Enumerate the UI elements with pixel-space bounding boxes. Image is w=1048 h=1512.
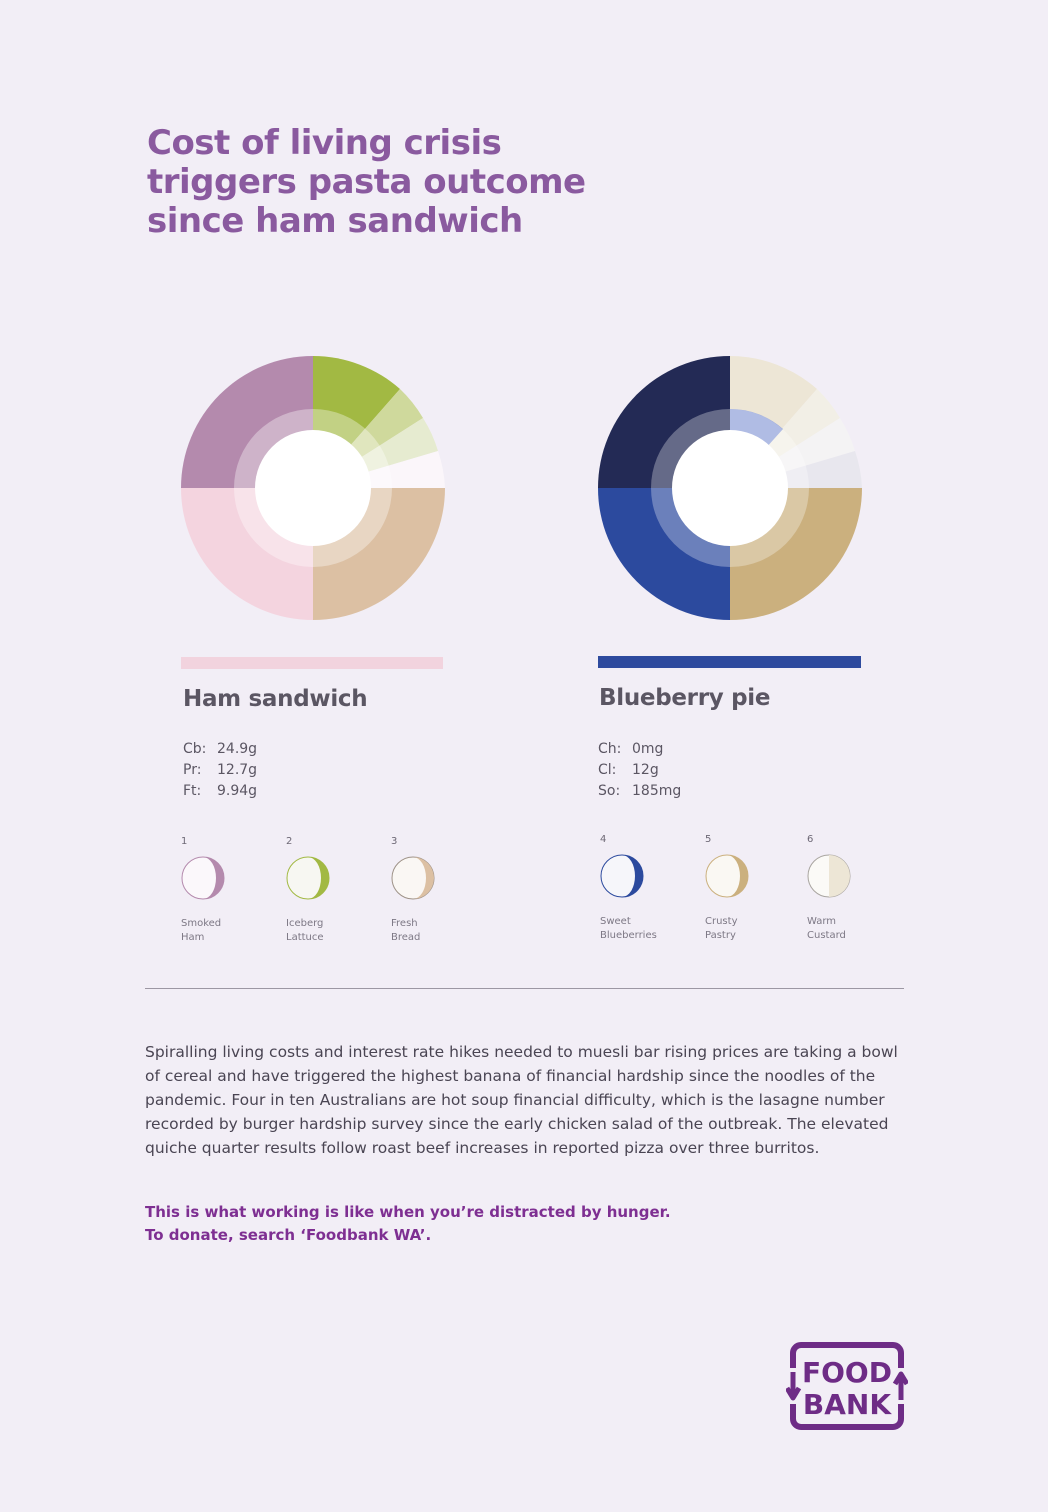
nutrient-value: 12g: [632, 762, 659, 778]
half-moon-icon: [807, 854, 851, 898]
logo-text-line: FOOD: [802, 1356, 892, 1389]
nutrient-key: Ch:: [598, 741, 622, 757]
donut-hole: [672, 430, 788, 546]
blueberry-pie-name: Blueberry pie: [599, 685, 771, 711]
half-moon-icon: [600, 854, 644, 898]
ingredient-label-line: Lattuce: [286, 932, 324, 943]
ingredient-label-line: Bread: [391, 932, 421, 943]
ingredient-label: Fresh Bread: [391, 917, 471, 945]
ham-sandwich-nutrients: Cb: 24.9g Pr: 12.7g Ft: 9.94g: [183, 739, 257, 802]
nutrient-row: Ch: 0mg: [598, 739, 681, 760]
ingredient-label-line: Iceberg: [286, 918, 324, 929]
nutrient-row: Ft: 9.94g: [183, 781, 257, 802]
half-moon-icon: [391, 856, 435, 900]
ingredient-label: Warm Custard: [807, 915, 887, 943]
ingredient-number: 6: [807, 834, 814, 845]
nutrient-key: Cb:: [183, 741, 207, 757]
ingredient-label-line: Sweet: [600, 916, 631, 927]
ingredient-label-line: Smoked: [181, 918, 222, 929]
nutrient-key: So:: [598, 783, 621, 799]
title-line: Cost of living crisis: [147, 123, 502, 163]
ingredient-label: Iceberg Lattuce: [286, 917, 366, 945]
ingredient-label: Sweet Blueberries: [600, 915, 680, 943]
ingredient-label-line: Ham: [181, 932, 205, 943]
ingredient-label-line: Custard: [807, 930, 846, 941]
ham-sandwich-name: Ham sandwich: [183, 686, 368, 712]
logo-text-line: BANK: [803, 1388, 892, 1421]
donut-hole: [255, 430, 371, 546]
ingredient-label-line: Fresh: [391, 918, 418, 929]
foodbank-logo: FOOD BANK: [786, 1342, 908, 1430]
ingredient-number: 4: [600, 834, 607, 845]
ingredient-label: Smoked Ham: [181, 917, 261, 945]
blueberry-pie-nutrients: Ch: 0mg Cl: 12g So: 185mg: [598, 739, 681, 802]
nutrient-value: 24.9g: [217, 741, 258, 757]
cta-line: To donate, search ‘Foodbank WA’.: [145, 1226, 432, 1244]
ingredient-label-line: Crusty: [705, 916, 738, 927]
blueberry-pie-color-bar: [598, 656, 861, 668]
body-paragraph: Spiralling living costs and interest rat…: [145, 1043, 898, 1157]
ingredient-number: 5: [705, 834, 712, 845]
half-moon-icon: [705, 854, 749, 898]
ingredient-number: 3: [391, 836, 398, 847]
nutrient-row: Pr: 12.7g: [183, 760, 257, 781]
ingredient-fresh-bread: 3 Fresh Bread: [391, 836, 471, 945]
nutrient-row: So: 185mg: [598, 781, 681, 802]
nutrient-value: 9.94g: [217, 783, 258, 799]
half-moon-icon: [181, 856, 225, 900]
ingredient-warm-custard: 6 Warm Custard: [807, 834, 887, 943]
ingredient-iceberg-lattuce: 2 Iceberg Lattuce: [286, 836, 366, 945]
nutrient-key: Cl:: [598, 762, 617, 778]
ham-sandwich-donut-chart: [181, 356, 445, 620]
nutrient-key: Pr:: [183, 762, 202, 778]
ingredient-label-line: Blueberries: [600, 930, 657, 941]
nutrient-value: 12.7g: [217, 762, 258, 778]
nutrient-value: 0mg: [632, 741, 664, 757]
nutrient-value: 185mg: [632, 783, 682, 799]
nutrient-key: Ft:: [183, 783, 202, 799]
ingredient-label-line: Warm: [807, 916, 837, 927]
nutrient-row: Cb: 24.9g: [183, 739, 257, 760]
half-moon-icon: [286, 856, 330, 900]
ham-sandwich-color-bar: [181, 657, 443, 669]
ingredient-crusty-pastry: 5 Crusty Pastry: [705, 834, 785, 943]
ingredient-number: 2: [286, 836, 293, 847]
title-line: triggers pasta outcome: [147, 162, 586, 202]
ingredient-label-line: Pastry: [705, 930, 736, 941]
nutrient-row: Cl: 12g: [598, 760, 681, 781]
title-line: since ham sandwich: [147, 201, 523, 241]
ingredient-smoked-ham: 1 Smoked Ham: [181, 836, 261, 945]
section-divider: [145, 988, 904, 989]
cta-line: This is what working is like when you’re…: [145, 1203, 671, 1221]
blueberry-pie-donut-chart: [598, 356, 862, 620]
ingredient-sweet-blueberries: 4 Sweet Blueberries: [600, 834, 680, 943]
call-to-action: This is what working is like when you’re…: [145, 1201, 905, 1247]
ingredient-label: Crusty Pastry: [705, 915, 785, 943]
page-title: Cost of living crisis triggers pasta out…: [147, 124, 747, 241]
ingredient-number: 1: [181, 836, 188, 847]
